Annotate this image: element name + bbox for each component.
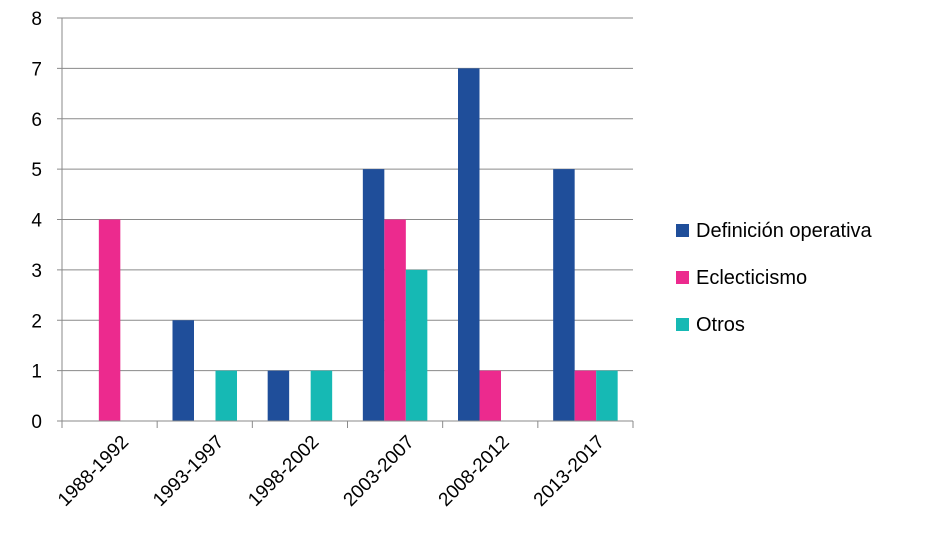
x-axis-ticks: 1988-1992 1993-1997 1998-2002 2003-2007 2008… xyxy=(54,432,609,511)
bar xyxy=(384,219,406,421)
x-tick-label: 2008-2012 xyxy=(435,432,514,511)
x-tick-label: 1998-2002 xyxy=(244,432,323,511)
bar xyxy=(596,370,618,421)
bar xyxy=(215,370,237,421)
gridlines xyxy=(62,17,633,372)
bar xyxy=(98,219,121,421)
legend-swatch xyxy=(676,318,689,331)
bar xyxy=(553,169,575,421)
bar xyxy=(172,320,194,421)
bar xyxy=(479,370,501,421)
bar xyxy=(405,269,428,421)
legend-label: Eclecticismo xyxy=(696,267,807,289)
x-tick-label: 2013-2017 xyxy=(530,432,609,511)
x-tick-label: 1993-1997 xyxy=(149,432,228,511)
y-tick-label: 7 xyxy=(31,59,42,80)
bar xyxy=(362,169,385,421)
bar xyxy=(267,370,290,421)
legend-swatch xyxy=(676,224,689,237)
x-tick-label: 1988-1992 xyxy=(54,432,133,511)
legend-swatch xyxy=(676,271,689,284)
y-tick-label: 1 xyxy=(31,362,42,383)
y-axis-ticks: 0 1 2 3 4 5 6 7 8 xyxy=(31,9,42,433)
bar xyxy=(574,370,597,421)
y-tick-label: 4 xyxy=(31,211,42,232)
bars xyxy=(98,68,618,421)
y-tick-label: 0 xyxy=(31,412,42,433)
legend-label: Definición operativa xyxy=(696,220,873,242)
bar xyxy=(310,370,333,421)
y-tick-label: 5 xyxy=(31,160,42,181)
y-tick-label: 8 xyxy=(31,9,42,30)
y-tick-label: 3 xyxy=(31,261,42,282)
y-tick-label: 6 xyxy=(31,110,42,131)
y-tick-label: 2 xyxy=(31,311,42,332)
legend-label: Otros xyxy=(696,314,745,336)
axes xyxy=(57,17,634,428)
x-tick-label: 2003-2007 xyxy=(340,432,419,511)
legend: Definición operativa Eclecticismo Otros xyxy=(676,220,873,336)
bar xyxy=(458,68,480,421)
